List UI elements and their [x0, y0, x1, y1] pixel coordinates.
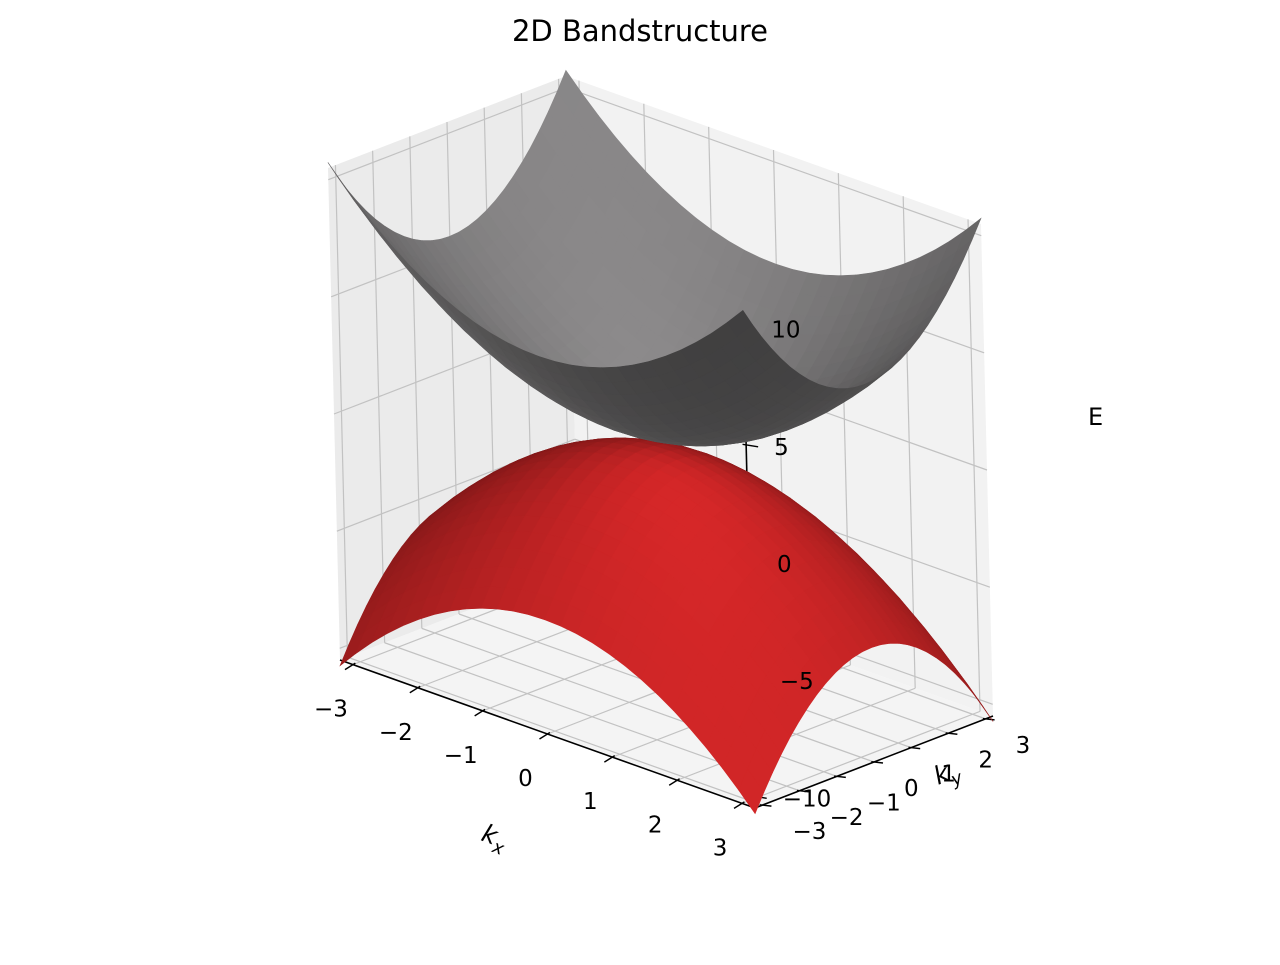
x-axis-label: kx: [476, 818, 512, 860]
z-tick-label: −10: [783, 786, 832, 812]
y-axis-label: ky: [929, 754, 966, 796]
x-tick-label: −2: [379, 720, 413, 746]
x-tick-label: 2: [648, 812, 663, 838]
y-tick: [945, 732, 958, 735]
y-tick-label: 3: [1016, 733, 1031, 759]
y-tick-label: −2: [830, 805, 864, 831]
z-axis-label: E: [1088, 403, 1103, 431]
y-tick-label: 1: [941, 762, 956, 788]
valence-band-face: [738, 768, 765, 815]
y-tick: [759, 804, 772, 807]
z-tick-label: 0: [777, 552, 792, 578]
x-tick: [344, 662, 356, 671]
y-tick-label: 2: [978, 747, 993, 773]
x-tick-label: 3: [713, 835, 728, 861]
y-tick: [982, 717, 995, 721]
x-tick: [668, 778, 680, 786]
z-tick: [742, 443, 759, 448]
x-tick-label: −3: [314, 697, 348, 723]
z-tick-label: −5: [780, 669, 814, 695]
y-tick-label: −1: [867, 790, 901, 816]
z-tick-label: 10: [771, 318, 800, 344]
z-tick-label: 5: [774, 435, 789, 461]
surfaces: [327, 69, 994, 815]
grid-line: [566, 87, 982, 237]
x-tick-label: 0: [518, 766, 533, 792]
x-tick: [733, 801, 745, 809]
y-tick-label: −3: [792, 819, 826, 845]
grid-line: [328, 87, 567, 181]
x-tick: [474, 708, 486, 717]
y-tick: [834, 775, 846, 779]
grid-line: [347, 656, 763, 806]
y-tick: [871, 761, 884, 764]
y-tick-label: 0: [904, 776, 919, 802]
x-tick-label: 1: [583, 789, 598, 815]
y-tick: [908, 746, 921, 750]
x-tick: [409, 685, 421, 694]
conduction-band-face: [726, 309, 753, 338]
x-tick: [539, 731, 551, 740]
chart-title: 2D Bandstructure: [511, 14, 769, 48]
x-tick: [603, 755, 616, 763]
y-tick: [796, 789, 809, 793]
x-tick-label: −1: [444, 743, 478, 769]
